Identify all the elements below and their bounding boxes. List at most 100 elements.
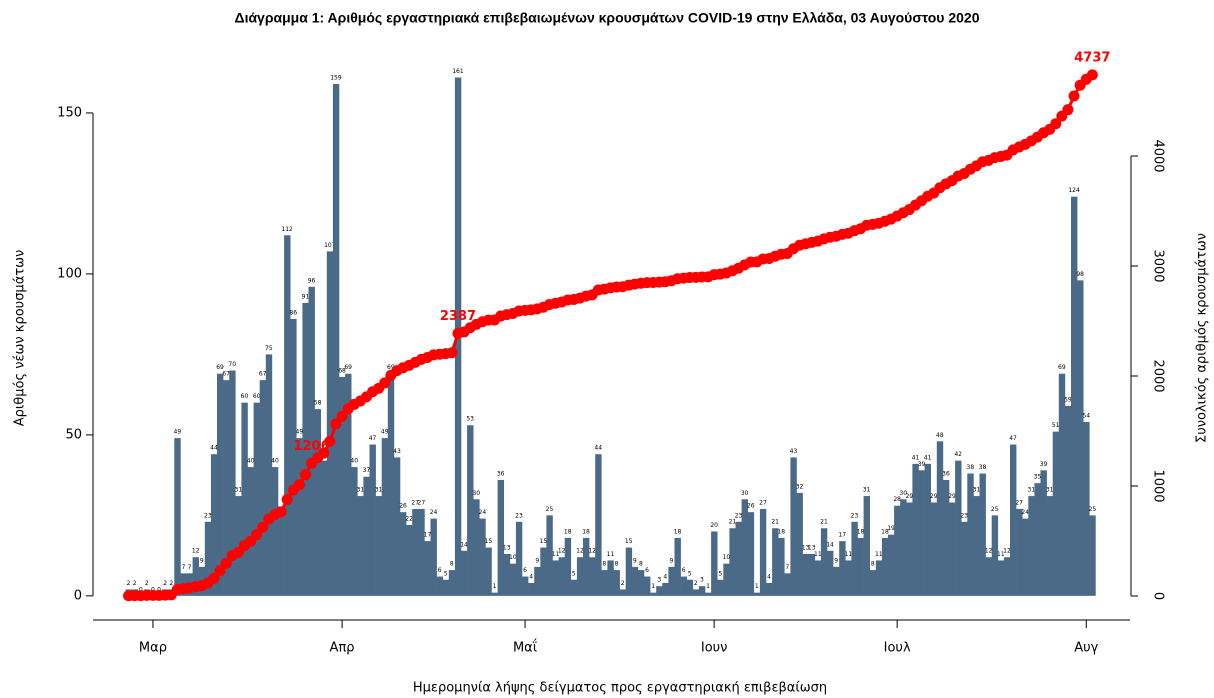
- bar: [247, 467, 254, 596]
- bar: [827, 550, 834, 596]
- bar-label: 18: [674, 528, 682, 535]
- bar: [393, 457, 401, 596]
- bar: [674, 537, 681, 596]
- bar-label: 107: [324, 242, 336, 249]
- bar-label: 9: [834, 557, 838, 564]
- bar: [613, 570, 620, 596]
- bar: [546, 515, 553, 596]
- bar-label: 12: [558, 548, 566, 555]
- bar-label: 159: [330, 74, 342, 81]
- bar-label: 22: [405, 516, 413, 523]
- bar-label: 35: [1034, 474, 1042, 481]
- bar: [595, 454, 602, 596]
- bar-label: 31: [375, 487, 383, 494]
- bar-label: 1: [493, 583, 497, 590]
- bar: [442, 579, 450, 596]
- bar-label: 86: [289, 309, 297, 316]
- bar: [418, 508, 425, 596]
- bar: [1040, 470, 1047, 596]
- y2-tick-label: 0: [1151, 592, 1166, 600]
- bar: [1028, 496, 1035, 596]
- bar-label: 75: [265, 345, 273, 352]
- bar: [558, 557, 565, 596]
- bar: [473, 499, 480, 596]
- bar: [698, 586, 706, 596]
- bar-label: 60: [241, 393, 249, 400]
- bar: [991, 515, 999, 596]
- bar-label: 18: [582, 528, 590, 535]
- bar: [357, 496, 364, 596]
- bar-label: 27: [759, 499, 767, 506]
- bar: [1046, 496, 1053, 596]
- bar-label: 49: [174, 429, 182, 436]
- bar: [204, 521, 212, 596]
- bar: [576, 557, 584, 596]
- bar-label: 11: [845, 551, 853, 558]
- bar: [985, 557, 992, 596]
- bar: [686, 579, 694, 596]
- bar: [467, 425, 474, 596]
- y2-tick-label: 2000: [1151, 359, 1166, 392]
- bar: [339, 376, 346, 596]
- bar-label: 38: [967, 464, 975, 471]
- bar-label: 44: [210, 445, 218, 452]
- bar-label: 26: [747, 503, 755, 510]
- bar-label: 23: [515, 512, 523, 519]
- bar-label: 8: [450, 561, 454, 568]
- bar-label: 29: [906, 493, 914, 500]
- bar-label: 23: [960, 512, 968, 519]
- bar: [851, 521, 858, 596]
- bar-label: 25: [1089, 506, 1097, 513]
- bar: [644, 576, 651, 596]
- bar-label: 2: [133, 580, 137, 587]
- bar-label: 69: [216, 364, 224, 371]
- bar: [564, 537, 572, 596]
- bar: [601, 570, 608, 596]
- bar-label: 39: [1040, 461, 1048, 468]
- cumulative-point: [1062, 104, 1074, 116]
- bar: [900, 499, 907, 596]
- bar-label: 51: [1052, 422, 1060, 429]
- bar-label: 47: [1009, 435, 1017, 442]
- bar: [766, 582, 773, 596]
- bar-label: 2: [169, 580, 173, 587]
- bar: [400, 512, 407, 596]
- bar-label: 29: [930, 493, 938, 500]
- cumulative-point: [446, 347, 458, 359]
- bar: [820, 528, 828, 596]
- bar: [961, 521, 968, 596]
- bar-label: 1: [755, 583, 759, 590]
- bar: [534, 566, 541, 596]
- x-tick-label: Μαΐ: [513, 640, 538, 656]
- bar: [936, 441, 944, 596]
- bar: [1077, 280, 1084, 596]
- cumulative-point: [1050, 118, 1062, 130]
- bar: [235, 496, 242, 596]
- bar-label: 19: [887, 525, 895, 532]
- bar: [839, 541, 846, 596]
- cumulative-point: [214, 565, 226, 577]
- y-tick-label: 0: [74, 588, 82, 603]
- bar: [570, 579, 578, 596]
- bar: [485, 547, 492, 596]
- bar-label: 11: [875, 551, 883, 558]
- bar-label: 0: [139, 586, 143, 593]
- bar: [637, 570, 645, 596]
- bar-label: 23: [851, 512, 859, 519]
- y-tick-label: 100: [57, 266, 82, 281]
- bar: [735, 521, 742, 596]
- bar-label: 7: [785, 564, 789, 571]
- cumulative-point: [379, 377, 391, 389]
- bar-label: 67: [259, 371, 267, 378]
- bar-label: 18: [564, 528, 572, 535]
- bar: [796, 492, 803, 596]
- bar-label: 40: [350, 458, 358, 465]
- bar: [741, 499, 748, 596]
- bar-label: 15: [540, 538, 548, 545]
- bar-label: 43: [790, 448, 798, 455]
- bar-label: 15: [625, 538, 633, 545]
- cumulative-point: [336, 410, 348, 422]
- bar-label: 3: [700, 577, 704, 584]
- bar: [351, 467, 358, 596]
- bar-label: 54: [1082, 413, 1090, 420]
